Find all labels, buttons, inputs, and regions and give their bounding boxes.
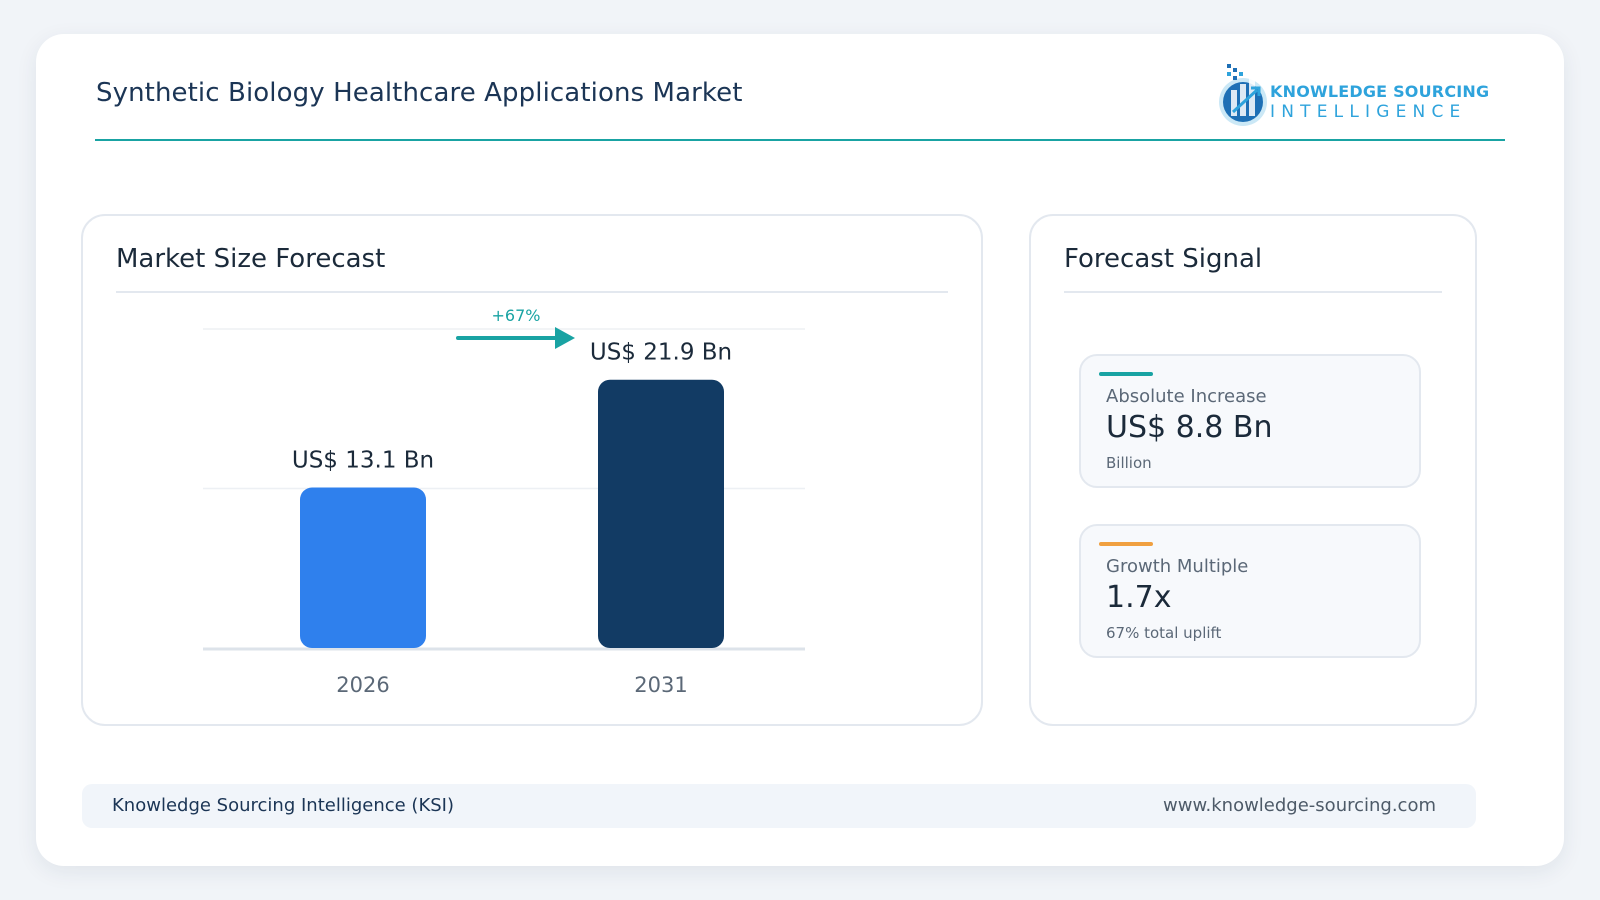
signal-panel-divider	[1064, 291, 1442, 293]
footer-website-link[interactable]: www.knowledge-sourcing.com	[1163, 795, 1436, 816]
bar-value-label: US$ 21.9 Bn	[590, 340, 732, 366]
stat-value: 1.7x	[1106, 580, 1172, 615]
page-title: Synthetic Biology Healthcare Application…	[96, 78, 743, 108]
stat-label: Growth Multiple	[1106, 556, 1249, 577]
ksi-logo-icon	[1219, 64, 1267, 126]
logo-subtitle: INTELLIGENCE	[1270, 102, 1467, 122]
stat-accent-bar	[1099, 372, 1153, 376]
logo-name: KNOWLEDGE SOURCING	[1270, 82, 1490, 101]
market-size-panel: Market Size Forecast US$ 13.1 Bn 2026 US$ …	[81, 214, 983, 726]
signal-panel-title: Forecast Signal	[1064, 244, 1263, 274]
footer-company: Knowledge Sourcing Intelligence (KSI)	[112, 795, 455, 816]
bar-value-label: US$ 13.1 Bn	[292, 448, 434, 474]
chart-panel-divider	[116, 291, 948, 293]
report-card: Synthetic Biology Healthcare Application…	[36, 34, 1564, 866]
forecast-signal-panel: Forecast Signal Absolute Increase US$ 8.…	[1029, 214, 1477, 726]
stat-value: US$ 8.8 Bn	[1106, 410, 1273, 445]
footer-bar: Knowledge Sourcing Intelligence (KSI) ww…	[82, 784, 1476, 828]
growth-annotation: +67%	[492, 306, 541, 325]
header-divider	[95, 139, 1505, 141]
growth-multiple-card: Growth Multiple 1.7x 67% total uplift	[1079, 524, 1421, 658]
stat-accent-bar	[1099, 542, 1153, 546]
bar-2026	[300, 487, 426, 648]
absolute-increase-card: Absolute Increase US$ 8.8 Bn Billion	[1079, 354, 1421, 488]
stat-note: 67% total uplift	[1106, 624, 1222, 642]
x-tick-label: 2031	[634, 673, 687, 697]
stat-note: Billion	[1106, 454, 1152, 472]
chart-panel-title: Market Size Forecast	[116, 244, 386, 274]
stat-label: Absolute Increase	[1106, 386, 1267, 407]
market-size-chart: US$ 13.1 Bn 2026 US$ 21.9 Bn 2031 +67%	[203, 306, 805, 697]
bar-2031	[598, 379, 724, 648]
growth-arrow-head-icon	[555, 327, 575, 349]
x-tick-label: 2026	[336, 673, 389, 697]
